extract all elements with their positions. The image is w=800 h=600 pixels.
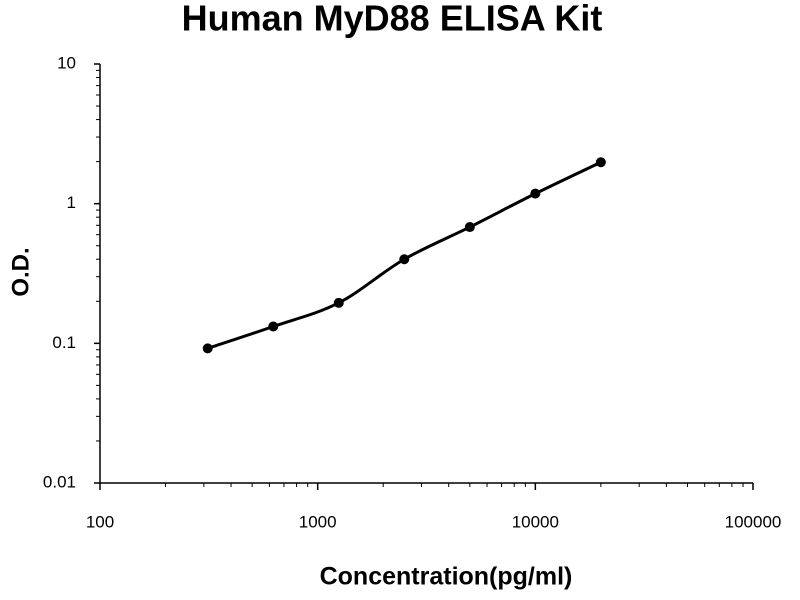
data-point <box>399 254 410 265</box>
x-tick-label: 1000 <box>299 512 337 531</box>
x-tick-label: 100 <box>86 512 114 531</box>
x-tick-label: 10000 <box>512 512 559 531</box>
data-point <box>268 321 279 332</box>
y-tick-label: 10 <box>57 53 76 72</box>
x-axis-label: Concentration(pg/ml) <box>320 563 573 591</box>
data-point <box>530 188 541 199</box>
y-tick-label: 0.01 <box>43 472 76 491</box>
data-point <box>464 222 475 233</box>
data-point <box>202 343 213 354</box>
y-tick-label: 1 <box>67 193 76 212</box>
chart-title: Human MyD88 ELISA Kit <box>182 0 603 39</box>
y-tick-label: 0.1 <box>52 333 76 352</box>
x-tick-label: 100000 <box>725 512 782 531</box>
y-axis-label: O.D. <box>7 247 34 296</box>
data-point <box>333 297 344 308</box>
data-point <box>595 157 606 168</box>
